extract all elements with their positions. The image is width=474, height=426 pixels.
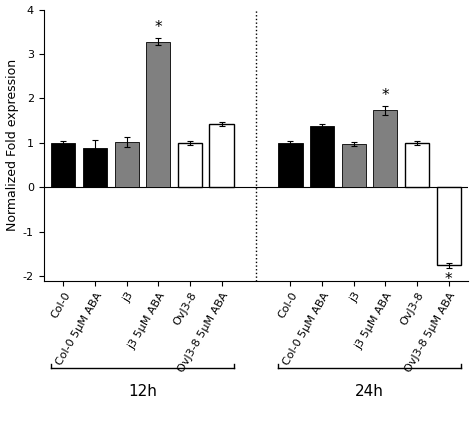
Bar [115,142,139,187]
Text: 24h: 24h [355,384,384,399]
Bar [51,143,75,187]
Bar [178,143,202,187]
Bar [405,143,429,187]
Bar [342,144,366,187]
Bar [83,148,107,187]
Bar [437,187,461,265]
Text: *: * [155,20,162,35]
Bar [210,124,234,187]
Text: 12h: 12h [128,384,157,399]
Bar [310,126,334,187]
Text: *: * [445,272,453,288]
Text: *: * [382,88,389,104]
Y-axis label: Normalized Fold expression: Normalized Fold expression [6,59,18,231]
Bar [146,42,170,187]
Bar [374,110,398,187]
Bar [278,143,302,187]
